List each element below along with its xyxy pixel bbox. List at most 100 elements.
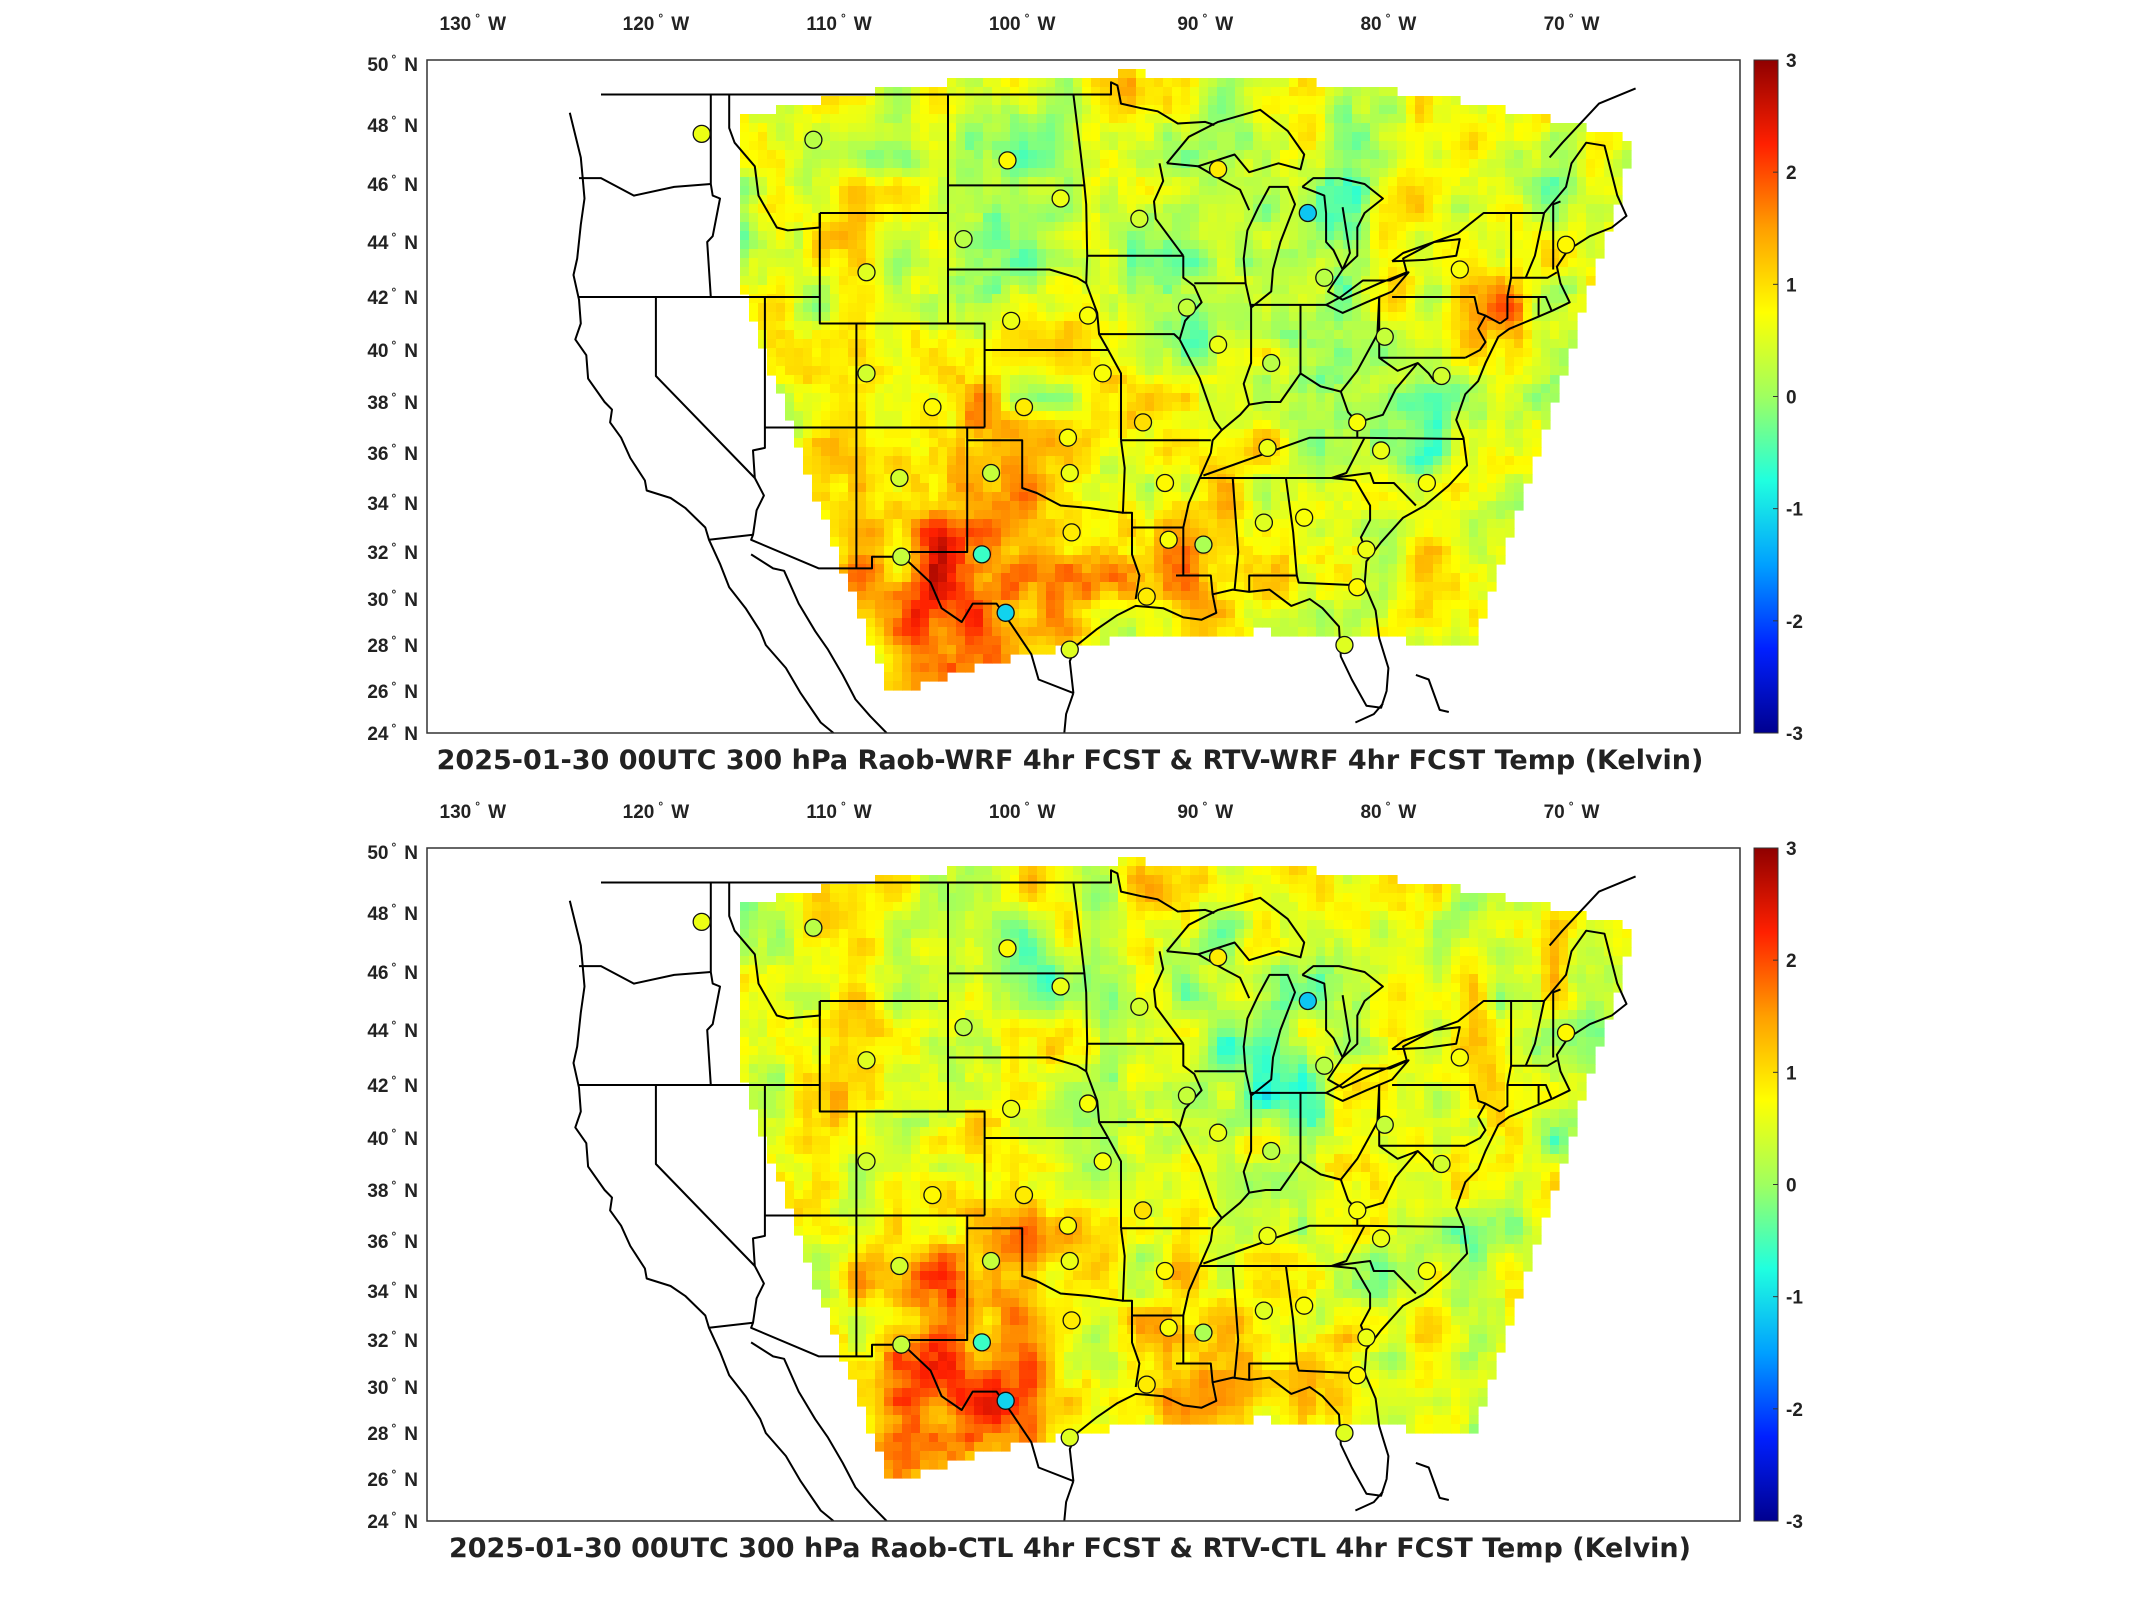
boundary-line bbox=[1063, 692, 1075, 733]
raob-station-marker bbox=[981, 463, 1001, 483]
colorbar-tick-label: 0 bbox=[1786, 388, 1797, 409]
boundary-line bbox=[750, 1341, 888, 1521]
raob-station-marker bbox=[1002, 311, 1021, 331]
boundary-line bbox=[1331, 1225, 1366, 1267]
boundary-line bbox=[1285, 1260, 1417, 1295]
raob-station-marker bbox=[1159, 530, 1178, 549]
raob-station-marker bbox=[1298, 203, 1317, 223]
boundary-line bbox=[966, 1215, 1124, 1302]
colorbar-tick-label: -2 bbox=[1786, 1400, 1803, 1421]
raob-station-marker bbox=[1060, 640, 1079, 659]
longitude-tick-label: 90 ° W bbox=[1177, 799, 1233, 823]
raob-station-marker bbox=[1208, 335, 1228, 354]
boundary-line bbox=[654, 1085, 756, 1267]
longitude-tick-label: 80 ° W bbox=[1360, 799, 1416, 823]
raob-station-marker bbox=[1078, 306, 1098, 325]
latitude-tick-label: 48 ° N bbox=[367, 901, 418, 925]
latitude-tick-label: 40 ° N bbox=[367, 338, 418, 362]
raob-station-marker bbox=[1295, 1296, 1314, 1315]
boundary-line bbox=[579, 177, 711, 197]
boundary-line bbox=[1120, 440, 1184, 529]
boundary-line bbox=[1325, 271, 1410, 314]
boundary-line bbox=[1378, 1085, 1466, 1147]
boundary-line bbox=[1507, 296, 1553, 311]
boundary-line bbox=[1099, 1121, 1181, 1129]
raob-station-marker bbox=[1062, 523, 1081, 542]
boundary-line bbox=[1464, 1103, 1487, 1147]
raob-station-marker bbox=[857, 263, 876, 282]
boundary-line bbox=[1203, 436, 1464, 477]
boundary-line bbox=[1511, 1059, 1558, 1067]
raob-station-marker bbox=[1208, 948, 1228, 967]
colorbar-tick-label: -2 bbox=[1786, 612, 1803, 633]
raob-station-marker bbox=[1060, 463, 1079, 483]
longitude-tick-label: 100 ° W bbox=[989, 799, 1056, 823]
latitude-tick-label: 44 ° N bbox=[367, 1018, 418, 1042]
boundary-line bbox=[818, 213, 858, 428]
longitude-tick-label: 70 ° W bbox=[1544, 11, 1600, 35]
raob-station-marker bbox=[1058, 1216, 1078, 1235]
raob-station-marker bbox=[804, 918, 823, 937]
latitude-tick-label: 24 ° N bbox=[367, 1509, 418, 1533]
raob-station-marker bbox=[892, 1335, 911, 1354]
raob-station-marker bbox=[857, 364, 876, 383]
raob-station-marker bbox=[1254, 513, 1274, 532]
boundary-line bbox=[1415, 1461, 1450, 1501]
colorbar-tick-label: 1 bbox=[1786, 275, 1797, 296]
raob-station-marker bbox=[981, 1251, 1001, 1271]
raob-station-marker bbox=[1450, 260, 1469, 279]
raob-station-marker bbox=[972, 1333, 992, 1352]
map-figure-top: 130 ° W 120 ° W 110 ° W 100 ° W 90 ° W 80 ° W 70 ° W 50 ° N 48 ° N… bbox=[367, 11, 1803, 745]
raob-station-marker bbox=[1417, 1261, 1437, 1281]
boundary-line bbox=[1464, 315, 1487, 359]
colorbar: 3 2 1 0 -1 -2 -3 bbox=[1753, 839, 1803, 1533]
boundary-line bbox=[1325, 1059, 1410, 1102]
raob-station-marker bbox=[998, 939, 1017, 958]
raob-station-marker bbox=[1262, 353, 1281, 373]
map-frame bbox=[426, 59, 1741, 734]
boundary-line bbox=[1548, 875, 1636, 947]
longitude-tick-label: 130 ° W bbox=[440, 799, 507, 823]
boundary-line bbox=[1072, 882, 1089, 1072]
longitude-tick-label: 90 ° W bbox=[1177, 11, 1233, 35]
boundary-line bbox=[708, 1321, 1074, 1483]
boundary-line bbox=[1507, 1084, 1553, 1099]
latitude-tick-label: 28 ° N bbox=[367, 1421, 418, 1445]
raob-station-marker bbox=[923, 397, 942, 417]
boundary-line bbox=[947, 94, 986, 428]
longitude-tick-label: 110 ° W bbox=[806, 11, 871, 35]
longitude-tick-label: 110 ° W bbox=[806, 799, 871, 823]
latitude-tick-label: 42 ° N bbox=[367, 1073, 418, 1097]
longitude-tick-label: 70 ° W bbox=[1544, 799, 1600, 823]
raob-station-marker bbox=[1375, 1115, 1394, 1134]
raob-station-marker bbox=[1194, 535, 1213, 554]
longitude-tick-label: 120 ° W bbox=[623, 11, 690, 35]
raob-station-marker bbox=[1371, 441, 1391, 460]
latitude-tick-label: 26 ° N bbox=[367, 1467, 418, 1491]
raob-station-marker bbox=[1078, 1094, 1098, 1113]
boundary-line bbox=[1153, 951, 1185, 1045]
colorbar: 3 2 1 0 -1 -2 -3 bbox=[1753, 51, 1803, 745]
boundary-line bbox=[752, 1215, 766, 1267]
boundary-line bbox=[752, 1265, 765, 1323]
raob-station-marker bbox=[1315, 1056, 1334, 1075]
latitude-tick-label: 32 ° N bbox=[367, 540, 418, 564]
raob-station-marker bbox=[1051, 189, 1070, 208]
raob-station-marker bbox=[1155, 1261, 1175, 1281]
boundary-line bbox=[728, 94, 821, 232]
boundary-line bbox=[901, 440, 969, 553]
boundary-line bbox=[1063, 1480, 1075, 1521]
boundary-line bbox=[1357, 362, 1419, 424]
raob-station-marker bbox=[1298, 991, 1317, 1011]
boundary-line bbox=[1301, 965, 1384, 1059]
longitude-tick-label: 130 ° W bbox=[440, 11, 507, 35]
raob-station-marker bbox=[1315, 268, 1334, 287]
raob-station-marker bbox=[1002, 1099, 1021, 1119]
colorbar-tick-label: 0 bbox=[1786, 1176, 1797, 1197]
boundary-line bbox=[1178, 1043, 1223, 1364]
latitude-tick-label: 36 ° N bbox=[367, 441, 418, 465]
boundary-line bbox=[948, 268, 1087, 285]
raob-station-marker bbox=[1556, 235, 1576, 254]
colorbar-tick-label: -1 bbox=[1786, 500, 1803, 521]
raob-station-marker bbox=[1375, 327, 1394, 346]
